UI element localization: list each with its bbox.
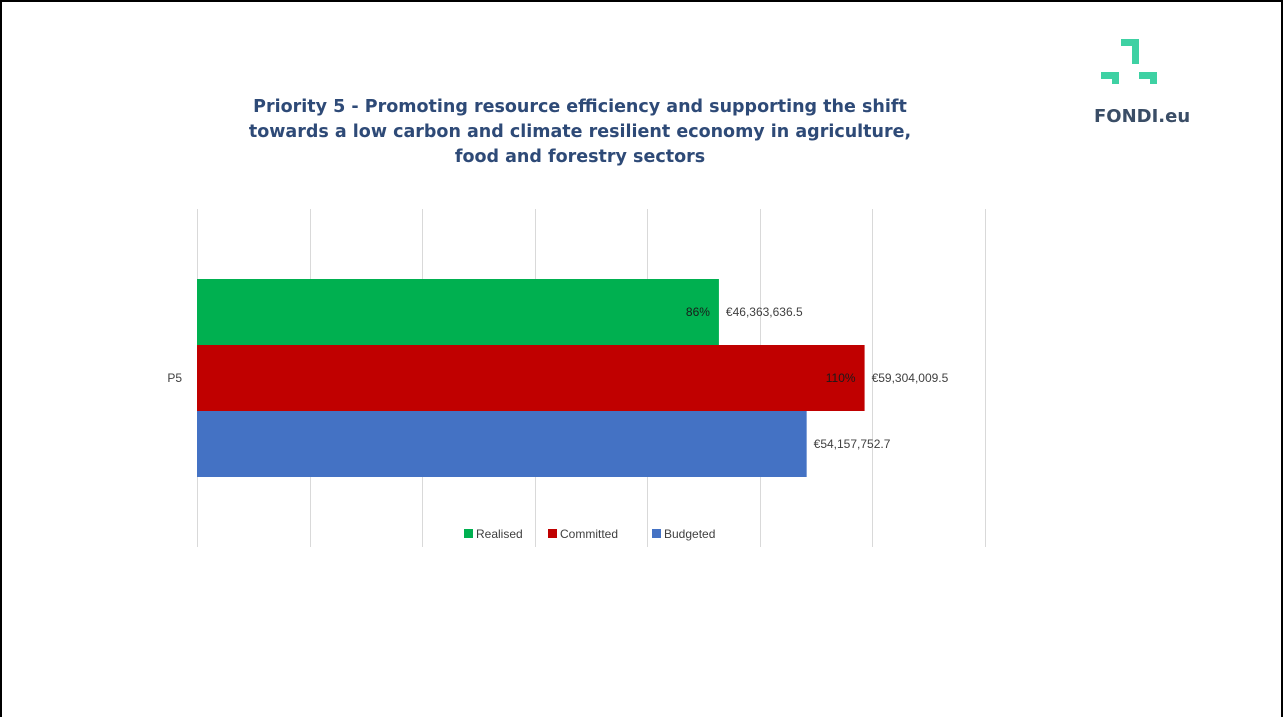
bar-committed: [197, 345, 865, 411]
legend-swatch-realised: [464, 529, 473, 538]
legend: Realised Committed Budgeted: [464, 527, 715, 541]
value-label-realised: €46,363,636.5: [726, 305, 803, 319]
legend-label-budgeted: Budgeted: [664, 527, 715, 541]
value-label-committed: €59,304,009.5: [872, 371, 949, 385]
legend-swatch-budgeted: [652, 529, 661, 538]
legend-swatch-committed: [548, 529, 557, 538]
bar-realised: [197, 279, 719, 345]
legend-label-committed: Committed: [560, 527, 618, 541]
chart-title-line-3: food and forestry sectors: [454, 147, 706, 167]
chart-title: Priority 5 - Promoting resource efficien…: [222, 95, 938, 170]
category-labels: P5: [167, 371, 182, 385]
category-label: P5: [167, 371, 182, 385]
fondi-logo-icon: [1101, 39, 1157, 84]
legend-label-realised: Realised: [476, 527, 523, 541]
bar-budgeted: [197, 411, 807, 477]
chart-title-line-1: Priority 5 - Promoting resource efficien…: [253, 97, 907, 117]
percent-label-committed: 110%: [826, 371, 856, 385]
bars: 86% €46,363,636.5 110% €59,304,009.5 €54,157…: [197, 279, 949, 477]
chart-title-line-2: towards a low carbon and climate resilie…: [248, 122, 912, 142]
value-label-budgeted: €54,157,752.7: [814, 437, 891, 451]
percent-label-realised: 86%: [686, 305, 710, 319]
fondi-logo-text: FONDI.eu: [1094, 106, 1191, 127]
